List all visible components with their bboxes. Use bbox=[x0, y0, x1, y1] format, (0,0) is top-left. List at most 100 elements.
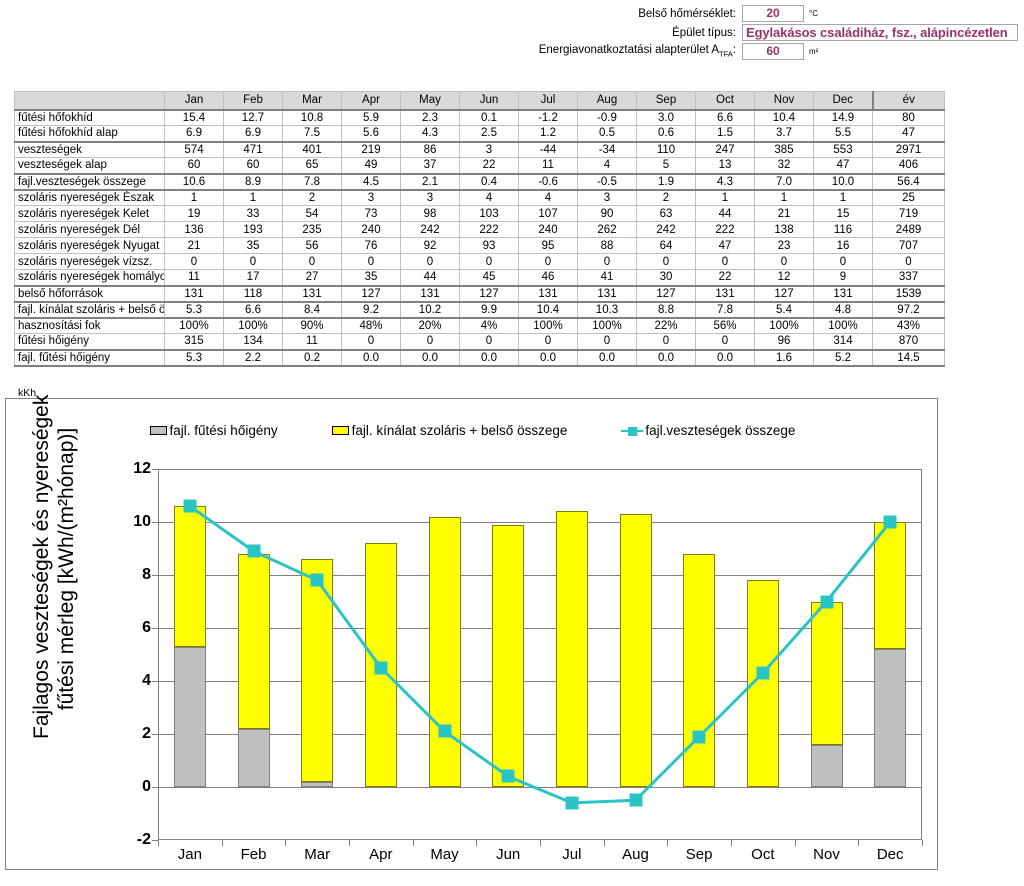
gridline bbox=[158, 734, 922, 735]
line-marker bbox=[629, 793, 642, 807]
y-axis-label-line1: Fajlagos veszteségek és nyereségek bbox=[30, 394, 53, 739]
table-cell: 0 bbox=[518, 333, 578, 350]
table-header-may: May bbox=[400, 91, 460, 110]
y-tick-mark bbox=[152, 681, 158, 682]
table-cell: 4.8 bbox=[813, 300, 873, 318]
table-row: szoláris nyereségek homályos 11 17 27 35 44 45… bbox=[14, 269, 945, 286]
table-cell: 240 bbox=[341, 221, 401, 238]
x-tick-mark bbox=[349, 840, 350, 846]
table-cell: 103 bbox=[459, 205, 519, 222]
table-cell: 10.4 bbox=[518, 300, 578, 318]
x-tick-mark bbox=[922, 840, 923, 846]
bar-segment-heating-demand bbox=[173, 646, 206, 787]
table-cell: 6.6 bbox=[695, 108, 755, 126]
table-cell: 5.9 bbox=[341, 108, 401, 126]
table-row-label: veszteségek alap bbox=[14, 157, 165, 174]
table-row: fűtési hőigény 315 134 11 0 0 0 0 0 0 0 96 314 870 bbox=[14, 333, 945, 350]
reference-area-label-colon: : bbox=[732, 44, 736, 57]
table-cell: 5.3 bbox=[164, 348, 224, 367]
table-cell: 401 bbox=[282, 140, 342, 158]
x-axis-label-nov: Nov bbox=[813, 846, 840, 863]
bar-segment-solar-internal bbox=[810, 601, 843, 745]
y-tick-mark bbox=[152, 522, 158, 523]
table-cell: -34 bbox=[577, 140, 637, 158]
table-cell: 47 bbox=[872, 125, 945, 142]
y-tick-label: 10 bbox=[133, 513, 151, 530]
table-cell: 20% bbox=[400, 316, 460, 334]
loss-line-path bbox=[188, 504, 892, 805]
table-cell: 4.5 bbox=[341, 172, 401, 190]
table-cell: 0 bbox=[459, 253, 519, 270]
table-row-label: veszteségek bbox=[14, 140, 165, 158]
table-cell: 14.5 bbox=[872, 348, 945, 367]
table-cell: 2.2 bbox=[223, 348, 283, 367]
legend-item-heating-demand: fajl. fűtési hőigény bbox=[149, 423, 278, 438]
table-cell: 406 bbox=[872, 157, 945, 174]
legend-swatch-line-icon bbox=[621, 425, 644, 437]
table-cell: 127 bbox=[754, 284, 814, 302]
table-cell: 0.0 bbox=[577, 348, 637, 367]
table-cell: -0.6 bbox=[518, 172, 578, 190]
line-marker bbox=[183, 499, 197, 513]
table-cell: 0 bbox=[695, 333, 755, 350]
bar-segment-solar-internal bbox=[555, 511, 588, 787]
y-tick-label: 2 bbox=[142, 725, 151, 742]
indoor-temperature-input[interactable]: 20 bbox=[742, 5, 804, 22]
table-cell: 43% bbox=[872, 316, 945, 334]
table-cell: 48% bbox=[341, 316, 401, 334]
table-cell: 315 bbox=[164, 333, 224, 350]
table-cell: 21 bbox=[164, 237, 224, 254]
y-tick-label: 6 bbox=[142, 619, 151, 636]
table-cell: 60 bbox=[164, 157, 224, 174]
table-cell: 574 bbox=[164, 140, 224, 158]
table-cell: 0.6 bbox=[636, 125, 696, 142]
table-cell: 92 bbox=[400, 237, 460, 254]
table-cell: 88 bbox=[577, 237, 637, 254]
table-row-label: fűtési hőfokhíd alap bbox=[14, 125, 165, 142]
table-cell: 0.0 bbox=[341, 348, 401, 367]
y-tick-mark bbox=[152, 628, 158, 629]
table-cell: 12.7 bbox=[223, 108, 283, 126]
reference-area-input[interactable]: 60 bbox=[742, 43, 804, 60]
y-tick-label: 12 bbox=[133, 460, 151, 477]
bar-segment-solar-internal bbox=[874, 522, 907, 650]
table-row-label: fűtési hőfokhíd bbox=[14, 108, 165, 126]
table-cell: 23 bbox=[754, 237, 814, 254]
table-cell: 93 bbox=[459, 237, 519, 254]
plot-frame bbox=[158, 469, 922, 840]
table-row-label: szoláris nyereségek vízsz. bbox=[14, 253, 165, 270]
building-type-input[interactable]: Egylakásos családiház, fsz., alápincézet… bbox=[742, 24, 1018, 41]
chart-plot-area: -2 0 2 4 6 8 10 12 Jan Feb Mar Apr May Jun Jul Aug Sep O… bbox=[133, 460, 923, 863]
table-cell: 0.0 bbox=[518, 348, 578, 367]
table-cell: 131 bbox=[518, 284, 578, 302]
table-cell: 107 bbox=[518, 205, 578, 222]
table-cell: 1 bbox=[223, 188, 283, 206]
x-axis-label-apr: Apr bbox=[369, 846, 393, 863]
table-cell: 5.2 bbox=[813, 348, 873, 367]
bar-segment-solar-internal bbox=[173, 506, 206, 647]
table-cell: 9.2 bbox=[341, 300, 401, 318]
table-cell: 5.5 bbox=[813, 125, 873, 142]
table-cell: 127 bbox=[459, 284, 519, 302]
table-header-nov: Nov bbox=[754, 91, 814, 110]
legend-label-heating-demand: fajl. fűtési hőigény bbox=[169, 423, 278, 438]
table-cell: 1 bbox=[754, 188, 814, 206]
parameter-form: Belső hőmérséklet: 20 °C Épület típus: E… bbox=[0, 4, 1024, 61]
table-cell: 719 bbox=[872, 205, 945, 222]
table-cell: 64 bbox=[636, 237, 696, 254]
table-cell: 4 bbox=[577, 157, 637, 174]
table-cell: 14.9 bbox=[813, 108, 873, 126]
x-axis-label-oct: Oct bbox=[751, 846, 775, 863]
table-cell: 37 bbox=[400, 157, 460, 174]
table-cell: 41 bbox=[577, 269, 637, 286]
table-cell: 131 bbox=[282, 284, 342, 302]
table-cell: 0 bbox=[636, 333, 696, 350]
table-cell: 127 bbox=[636, 284, 696, 302]
table-cell: 0 bbox=[400, 253, 460, 270]
table-cell: 8.8 bbox=[636, 300, 696, 318]
table-cell: 3.7 bbox=[754, 125, 814, 142]
table-body: fűtési hőfokhíd 15.4 12.7 10.8 5.9 2.3 0.1 -1.2… bbox=[14, 108, 945, 367]
table-cell: 12 bbox=[754, 269, 814, 286]
table-cell: 219 bbox=[341, 140, 401, 158]
table-row: veszteségek 574 471 401 219 86 3 -44 -34 110 247 38… bbox=[14, 140, 945, 158]
